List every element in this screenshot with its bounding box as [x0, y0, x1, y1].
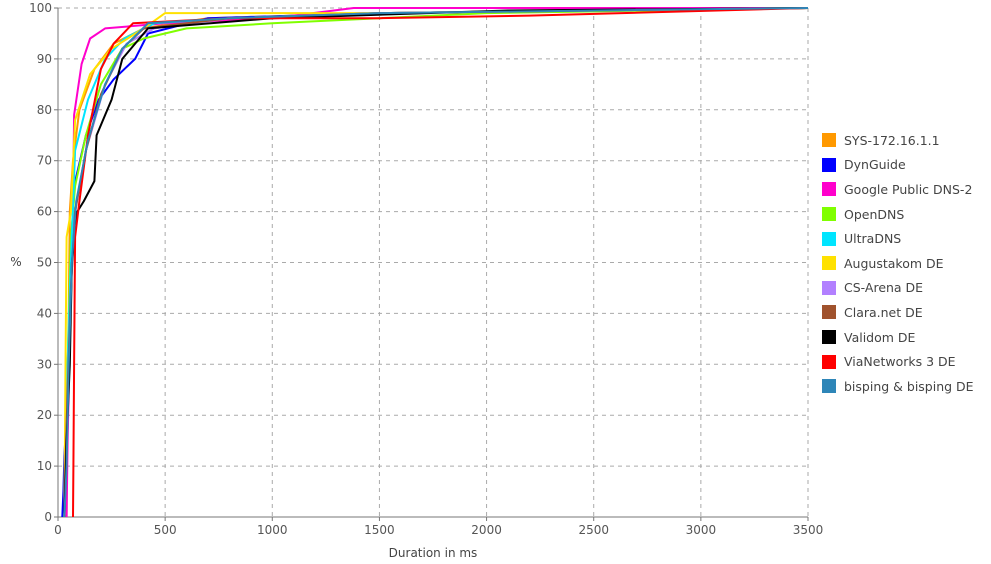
legend-label: ViaNetworks 3 DE [844, 354, 956, 370]
legend-label: CS-Arena DE [844, 280, 924, 296]
y-tick-label: 40 [37, 306, 52, 320]
x-tick-label: 3500 [793, 523, 824, 537]
axes [54, 7, 809, 521]
legend-swatch [822, 133, 836, 148]
y-tick-label: 0 [44, 510, 52, 524]
x-tick-label: 2500 [578, 523, 609, 537]
legend-label: SYS-172.16.1.1 [844, 132, 940, 148]
legend-item: UltraDNS [822, 226, 974, 251]
legend-swatch [822, 330, 836, 345]
legend-item: Validom DE [822, 325, 974, 350]
legend-swatch [822, 207, 836, 222]
legend-swatch [822, 280, 836, 295]
legend-item: Google Public DNS-2 [822, 177, 974, 202]
series-line [63, 7, 809, 518]
legend-item: OpenDNS [822, 202, 974, 227]
legend-item: ViaNetworks 3 DE [822, 349, 974, 374]
y-tick-label: 90 [37, 52, 52, 66]
grid-lines [58, 7, 809, 517]
legend-item: bisping & bisping DE [822, 374, 974, 399]
legend-item: Clara.net DE [822, 300, 974, 325]
legend-label: bisping & bisping DE [844, 378, 974, 394]
legend-label: Google Public DNS-2 [844, 181, 973, 197]
legend-item: Augustakom DE [822, 251, 974, 276]
series-line [72, 7, 809, 518]
legend-label: Augustakom DE [844, 255, 944, 271]
legend-swatch [822, 305, 836, 320]
y-tick-label: 100 [29, 1, 52, 15]
x-tick-labels: 0 500 1000 1500 2000 2500 3000 3500 [54, 523, 823, 537]
legend-swatch [822, 256, 836, 271]
y-tick-label: 60 [37, 205, 52, 219]
y-tick-label: 50 [37, 256, 52, 270]
x-tick-label: 2000 [471, 523, 502, 537]
legend-item: SYS-172.16.1.1 [822, 128, 974, 153]
legend-swatch [822, 182, 836, 197]
x-tick-label: 500 [154, 523, 177, 537]
legend-label: DynGuide [844, 157, 906, 173]
y-tick-label: 70 [37, 154, 52, 168]
legend-label: Validom DE [844, 329, 916, 345]
x-tick-label: 1500 [364, 523, 395, 537]
legend-item: CS-Arena DE [822, 276, 974, 301]
y-tick-label: 80 [37, 103, 52, 117]
y-tick-label: 30 [37, 357, 52, 371]
legend-swatch [822, 379, 836, 394]
legend-item: DynGuide [822, 153, 974, 178]
y-axis-label: % [10, 255, 21, 269]
y-tick-labels: 0 10 20 30 40 50 60 70 80 90 100 [29, 1, 52, 524]
y-tick-label: 10 [37, 459, 52, 473]
legend-label: Clara.net DE [844, 304, 923, 320]
x-tick-label: 0 [54, 523, 62, 537]
legend: SYS-172.16.1.1 DynGuide Google Public DNS-… [822, 128, 974, 399]
legend-label: UltraDNS [844, 231, 902, 247]
legend-swatch [822, 157, 836, 172]
legend-label: OpenDNS [844, 206, 905, 222]
legend-swatch [822, 231, 836, 246]
series-line [63, 7, 809, 518]
x-axis-label: Duration in ms [389, 546, 478, 560]
y-tick-label: 20 [37, 408, 52, 422]
x-tick-label: 1000 [257, 523, 288, 537]
x-tick-label: 3000 [686, 523, 717, 537]
series-lines [61, 7, 809, 518]
legend-swatch [822, 354, 836, 369]
